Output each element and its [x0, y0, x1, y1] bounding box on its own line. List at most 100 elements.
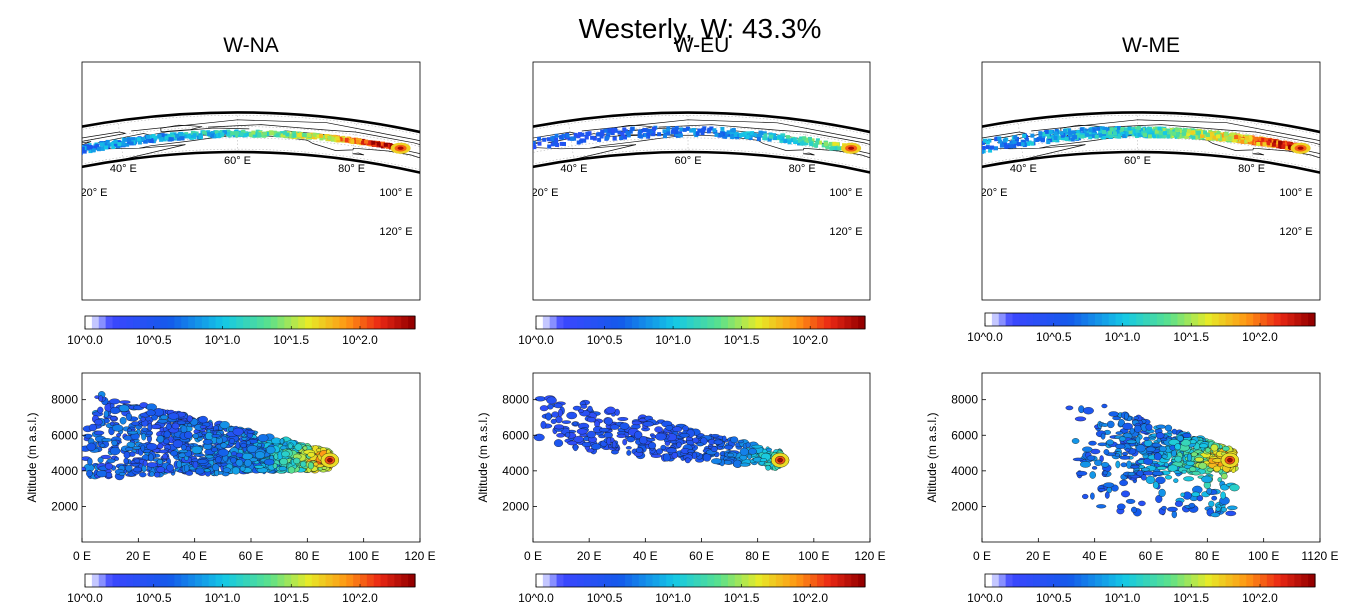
density-cell: [637, 131, 642, 136]
density-blob: [1152, 470, 1163, 476]
density-cell: [0, 171, 2, 175]
colorbar-step: [1273, 313, 1282, 326]
density-cell: [364, 139, 369, 144]
x-tick-label: 1120 E: [1301, 549, 1338, 563]
meridian: [914, 146, 925, 184]
density-cell: [1163, 131, 1168, 136]
density-blob: [278, 466, 287, 472]
figure-title: Westerly, W: 43.3%: [579, 13, 822, 44]
density-cell: [42, 158, 46, 162]
colorbar-tick-label: 10^2.0: [1242, 591, 1278, 605]
density-cell: [1076, 130, 1081, 135]
density-cell: [778, 135, 783, 140]
lon-label: 40° E: [1010, 163, 1037, 175]
density-blob: [94, 418, 103, 426]
colorbar-0: 10^0.0 10^0.5 10^1.0 10^1.5 10^2.0: [67, 315, 416, 347]
coastline: [352, 152, 365, 156]
density-blob: [1187, 453, 1192, 462]
colorbar-step: [1280, 574, 1289, 587]
colorbar-step: [1266, 313, 1275, 326]
density-blob: [321, 466, 328, 470]
density-blob: [605, 406, 616, 414]
x-tick-label: 120 E: [404, 549, 435, 563]
density-cell: [257, 132, 262, 137]
colorbar-step: [401, 316, 409, 329]
density-blob: [586, 430, 596, 439]
density-blob: [158, 449, 169, 454]
density-cell: [43, 154, 47, 158]
density-cell: [1155, 126, 1160, 131]
density-cell: [679, 127, 684, 132]
density-blob: [142, 459, 148, 467]
density-cell: [724, 131, 729, 136]
x-tick-label: 40 E: [1082, 549, 1107, 563]
density-blob: [1188, 502, 1196, 509]
colorbar-step: [1163, 313, 1172, 326]
y-tick-label: 2000: [51, 499, 78, 513]
density-cell: [235, 133, 240, 138]
colorbar-tick-label: 10^1.0: [205, 333, 241, 347]
density-blob: [1176, 435, 1184, 442]
density-cell: [444, 169, 448, 173]
density-cell: [1012, 139, 1017, 144]
coastline: [581, 119, 870, 142]
density-cell: [542, 137, 547, 142]
density-blob: [664, 441, 671, 446]
density-cell: [285, 132, 290, 137]
density-cell: [332, 134, 337, 139]
density-cell: [747, 134, 752, 138]
density-cell: [1120, 127, 1125, 132]
density-cell: [426, 173, 430, 177]
colorbar-step: [666, 316, 674, 329]
density-blob: [272, 463, 278, 469]
colorbar-step: [693, 316, 702, 329]
density-cell: [1169, 127, 1174, 132]
meridian: [351, 120, 358, 161]
density-cell: [559, 141, 564, 146]
colorbar-step: [796, 574, 804, 587]
colorbar-step: [679, 574, 688, 587]
density-blob: [561, 420, 572, 424]
density-cell: [23, 162, 27, 166]
density-cell: [1247, 135, 1252, 140]
density-cell: [1229, 133, 1234, 137]
density-blob: [172, 439, 184, 448]
density-blob: [616, 433, 627, 438]
density-blob: [123, 457, 129, 465]
density-cell: [780, 136, 785, 141]
colorbar-step: [659, 574, 667, 587]
density-blob: [679, 432, 690, 438]
colorbar-step: [727, 574, 736, 587]
density-cell: [58, 150, 62, 154]
density-blob: [1199, 443, 1209, 449]
density-blob: [566, 411, 578, 420]
density-cell: [136, 137, 141, 142]
density-cell: [334, 138, 339, 143]
density-cell: [763, 133, 768, 138]
density-cell: [169, 137, 174, 142]
colorbar-step: [542, 316, 551, 329]
colorbar-tick-label: 10^0.5: [136, 333, 172, 347]
density-blob: [1096, 504, 1107, 509]
colorbar-step: [243, 316, 251, 329]
colorbar-step: [645, 316, 654, 329]
colorbar-step: [638, 316, 647, 329]
colorbar-step: [1143, 574, 1151, 587]
map-title: W-NA: [223, 34, 279, 57]
density-cell: [1088, 128, 1093, 133]
colorbar-step: [734, 574, 743, 587]
density-cell: [1115, 129, 1120, 134]
density-cell: [7, 165, 11, 169]
density-cell: [159, 137, 164, 142]
density-cell: [832, 141, 837, 146]
density-blob: [1125, 498, 1136, 504]
density-blob: [1101, 403, 1108, 409]
colorbar-step: [741, 316, 750, 329]
x-tick-label: 100 E: [1248, 549, 1279, 563]
density-cell: [1073, 135, 1078, 140]
colorbar-tick-label: 10^2.0: [1242, 330, 1278, 344]
density-cell: [521, 139, 525, 143]
density-cell: [23, 164, 27, 168]
density-cell: [48, 157, 52, 161]
lon-label: 60° E: [224, 155, 251, 167]
